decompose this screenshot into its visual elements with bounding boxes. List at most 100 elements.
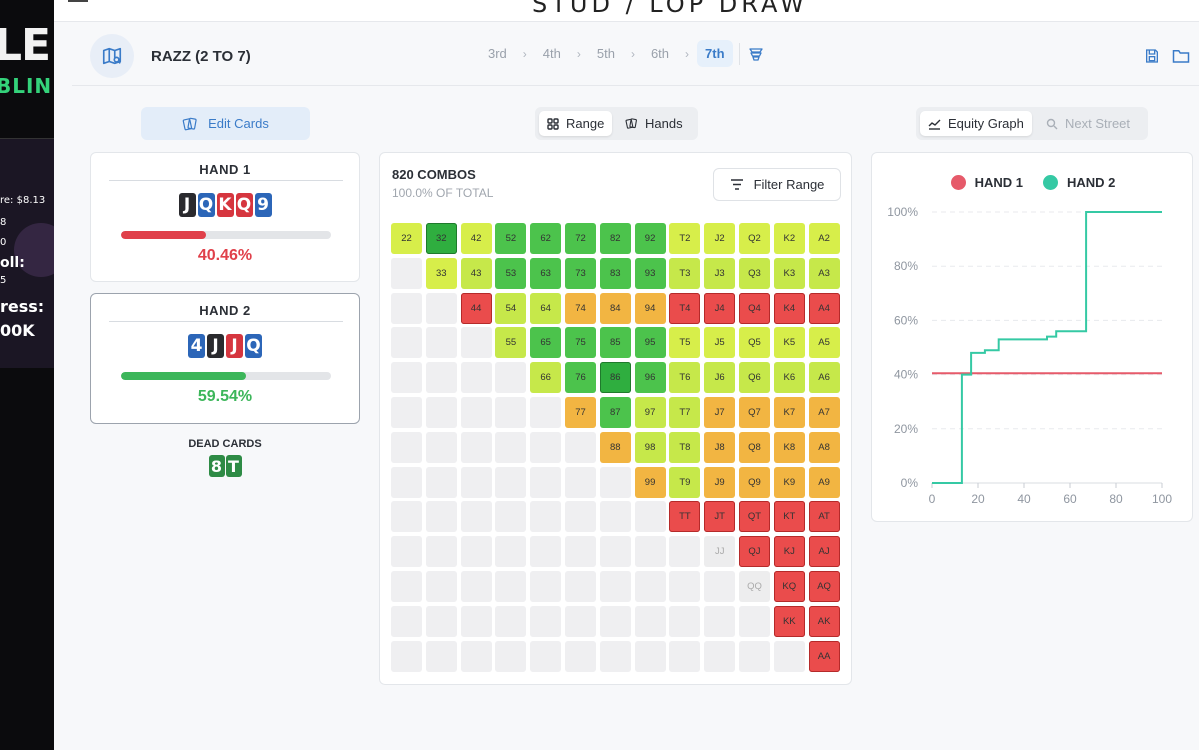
range-cell-33[interactable]: 33 [425, 257, 457, 289]
range-cell-52[interactable]: 52 [495, 223, 527, 254]
range-cell-KK[interactable]: KK [773, 605, 805, 637]
range-cell-A2[interactable]: A2 [808, 223, 840, 254]
range-cell-J6[interactable]: J6 [704, 362, 736, 394]
range-cell-K3[interactable]: K3 [773, 257, 805, 289]
range-cell-95[interactable]: 95 [634, 327, 666, 359]
range-cell-K6[interactable]: K6 [773, 362, 805, 394]
range-cell-76[interactable]: 76 [565, 362, 596, 394]
range-cell-43[interactable]: 43 [460, 257, 492, 289]
range-cell-QJ[interactable]: QJ [739, 536, 770, 568]
range-cell-T8[interactable]: T8 [669, 431, 701, 463]
street-tab-5th[interactable]: 5th [596, 46, 615, 61]
hands-tab[interactable]: Hands [617, 111, 691, 136]
range-cell-K4[interactable]: K4 [773, 292, 805, 324]
range-cell-K9[interactable]: K9 [773, 466, 805, 498]
range-cell-66[interactable]: 66 [530, 362, 562, 394]
street-tab-7th[interactable]: 7th [697, 40, 733, 67]
range-cell-83[interactable]: 83 [599, 257, 631, 289]
range-cell-Q7[interactable]: Q7 [739, 397, 770, 428]
range-cell-J3[interactable]: J3 [704, 257, 736, 289]
range-cell-63[interactable]: 63 [530, 257, 562, 289]
range-cell-TT[interactable]: TT [669, 501, 701, 533]
range-cell-94[interactable]: 94 [634, 292, 666, 324]
range-cell-A9[interactable]: A9 [808, 466, 840, 498]
range-cell-KJ[interactable]: KJ [773, 536, 805, 568]
range-cell-Q4[interactable]: Q4 [739, 292, 770, 324]
range-cell-Q3[interactable]: Q3 [739, 257, 770, 289]
range-cell-Q5[interactable]: Q5 [739, 327, 770, 359]
range-cell-82[interactable]: 82 [599, 223, 631, 254]
map-button[interactable] [90, 34, 134, 78]
range-cell-84[interactable]: 84 [599, 292, 631, 324]
range-cell-T3[interactable]: T3 [669, 257, 701, 289]
range-cell-Q8[interactable]: Q8 [739, 431, 770, 463]
range-cell-A6[interactable]: A6 [808, 362, 840, 394]
range-cell-72[interactable]: 72 [565, 223, 596, 254]
edit-cards-button[interactable]: Edit Cards [141, 107, 310, 140]
range-cell-96[interactable]: 96 [634, 362, 666, 394]
range-cell-J7[interactable]: J7 [704, 397, 736, 428]
street-tab-4th[interactable]: 4th [542, 46, 561, 61]
range-cell-J9[interactable]: J9 [704, 466, 736, 498]
range-cell-QQ[interactable]: QQ [739, 571, 770, 602]
range-cell-Q2[interactable]: Q2 [739, 223, 770, 254]
range-cell-A7[interactable]: A7 [808, 397, 840, 428]
range-cell-QT[interactable]: QT [739, 501, 770, 533]
range-cell-A5[interactable]: A5 [808, 327, 840, 359]
range-cell-K5[interactable]: K5 [773, 327, 805, 359]
range-cell-86[interactable]: 86 [599, 362, 631, 394]
range-cell-93[interactable]: 93 [634, 257, 666, 289]
range-cell-A4[interactable]: A4 [808, 292, 840, 324]
range-cell-T7[interactable]: T7 [669, 397, 701, 428]
save-icon[interactable] [1144, 48, 1160, 69]
range-cell-55[interactable]: 55 [495, 327, 527, 359]
range-cell-K7[interactable]: K7 [773, 397, 805, 428]
range-cell-85[interactable]: 85 [599, 327, 631, 359]
range-cell-T9[interactable]: T9 [669, 466, 701, 498]
range-cell-AJ[interactable]: AJ [808, 536, 840, 568]
range-cell-97[interactable]: 97 [634, 397, 666, 428]
filter-range-button[interactable]: Filter Range [713, 168, 841, 201]
range-cell-K2[interactable]: K2 [773, 223, 805, 254]
range-cell-87[interactable]: 87 [599, 397, 631, 428]
range-cell-A3[interactable]: A3 [808, 257, 840, 289]
range-cell-22[interactable]: 22 [391, 223, 422, 254]
range-cell-T4[interactable]: T4 [669, 292, 701, 324]
range-cell-92[interactable]: 92 [634, 223, 666, 254]
street-tab-3rd[interactable]: 3rd [488, 46, 507, 61]
range-cell-75[interactable]: 75 [565, 327, 596, 359]
range-cell-J5[interactable]: J5 [704, 327, 736, 359]
range-cell-64[interactable]: 64 [530, 292, 562, 324]
range-cell-74[interactable]: 74 [565, 292, 596, 324]
range-cell-54[interactable]: 54 [495, 292, 527, 324]
range-tab[interactable]: Range [539, 111, 613, 136]
range-cell-KT[interactable]: KT [773, 501, 805, 533]
range-cell-AK[interactable]: AK [808, 605, 840, 637]
range-cell-88[interactable]: 88 [599, 431, 631, 463]
range-cell-AA[interactable]: AA [808, 640, 840, 672]
range-cell-Q9[interactable]: Q9 [739, 466, 770, 498]
street-tab-6th[interactable]: 6th [650, 46, 670, 61]
range-cell-53[interactable]: 53 [495, 257, 527, 289]
range-cell-KQ[interactable]: KQ [773, 571, 805, 602]
range-cell-JT[interactable]: JT [704, 501, 736, 533]
range-cell-AQ[interactable]: AQ [808, 571, 840, 602]
equity-graph-tab[interactable]: Equity Graph [920, 111, 1032, 136]
range-cell-44[interactable]: 44 [460, 292, 492, 324]
range-cell-JJ[interactable]: JJ [704, 536, 736, 568]
folder-icon[interactable] [1172, 48, 1190, 69]
range-cell-32[interactable]: 32 [425, 223, 457, 254]
range-cell-99[interactable]: 99 [634, 466, 666, 498]
range-cell-Q6[interactable]: Q6 [739, 362, 770, 394]
range-cell-T2[interactable]: T2 [669, 223, 701, 254]
range-cell-42[interactable]: 42 [460, 223, 492, 254]
range-cell-65[interactable]: 65 [530, 327, 562, 359]
menu-icon[interactable] [68, 0, 88, 3]
range-cell-A8[interactable]: A8 [808, 431, 840, 463]
next-street-tab[interactable]: Next Street [1038, 111, 1138, 136]
range-cell-AT[interactable]: AT [808, 501, 840, 533]
range-cell-73[interactable]: 73 [565, 257, 596, 289]
range-cell-J8[interactable]: J8 [704, 431, 736, 463]
range-cell-77[interactable]: 77 [565, 397, 596, 428]
